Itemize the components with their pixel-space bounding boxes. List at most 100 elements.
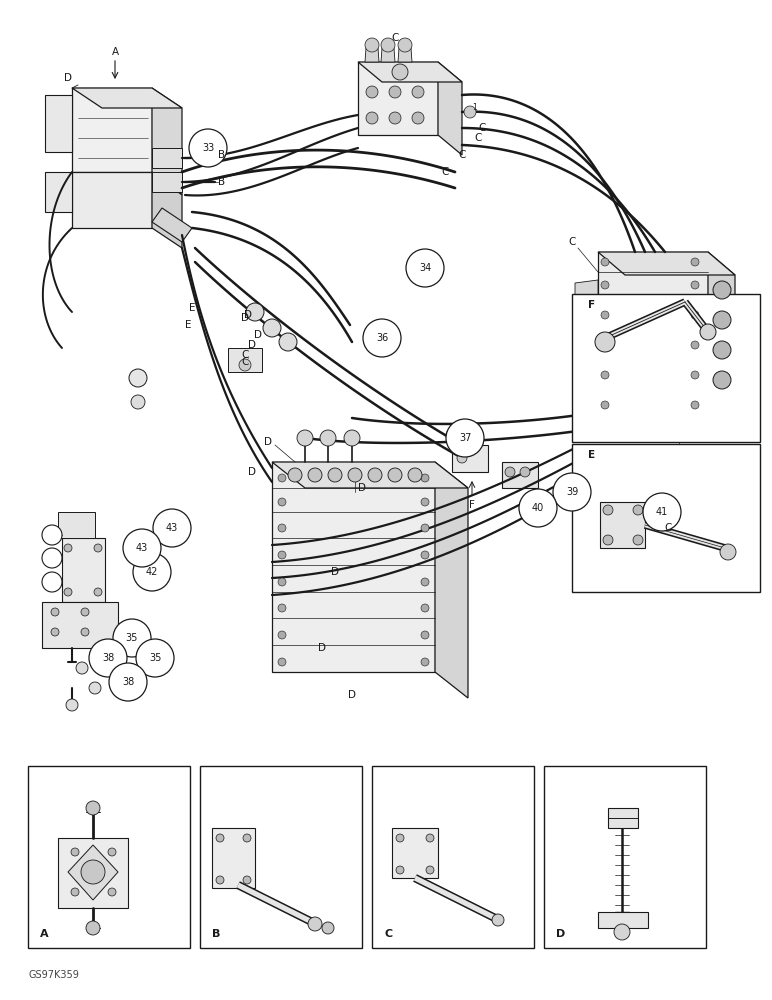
Text: 38: 38: [102, 653, 114, 663]
Polygon shape: [435, 462, 468, 698]
Circle shape: [713, 341, 731, 359]
Circle shape: [108, 848, 116, 856]
Circle shape: [691, 311, 699, 319]
Bar: [544, 766, 706, 948]
Circle shape: [308, 468, 322, 482]
Circle shape: [412, 112, 424, 124]
Circle shape: [603, 535, 613, 545]
Circle shape: [388, 468, 402, 482]
Text: 33: 33: [201, 143, 214, 153]
Circle shape: [601, 401, 609, 409]
Polygon shape: [381, 48, 395, 62]
Circle shape: [89, 639, 127, 677]
Circle shape: [71, 888, 79, 896]
Text: E: E: [185, 320, 191, 330]
Text: 40: 40: [532, 503, 544, 513]
Text: C: C: [384, 929, 392, 939]
Polygon shape: [608, 808, 638, 828]
Polygon shape: [62, 538, 105, 602]
Circle shape: [308, 917, 322, 931]
Circle shape: [216, 834, 224, 842]
Circle shape: [42, 525, 62, 545]
Text: C: C: [242, 350, 249, 360]
Circle shape: [396, 834, 404, 842]
Bar: [572, 294, 760, 442]
Text: 34: 34: [419, 263, 431, 273]
Circle shape: [381, 38, 395, 52]
Circle shape: [278, 524, 286, 532]
Circle shape: [691, 371, 699, 379]
Text: F: F: [469, 500, 475, 510]
Circle shape: [216, 876, 224, 884]
Circle shape: [278, 631, 286, 639]
Circle shape: [601, 258, 609, 266]
Text: 36: 36: [376, 333, 388, 343]
Circle shape: [94, 588, 102, 596]
Circle shape: [406, 249, 444, 287]
Bar: [372, 766, 534, 948]
Circle shape: [720, 544, 736, 560]
Text: B: B: [212, 929, 220, 939]
Circle shape: [108, 888, 116, 896]
Circle shape: [389, 112, 401, 124]
Polygon shape: [502, 462, 538, 488]
Polygon shape: [58, 838, 128, 908]
Polygon shape: [575, 370, 598, 395]
Text: GS97K359: GS97K359: [28, 970, 79, 980]
Circle shape: [365, 38, 379, 52]
Text: C: C: [665, 523, 672, 533]
Circle shape: [71, 848, 79, 856]
Circle shape: [595, 332, 615, 352]
Text: C: C: [459, 150, 466, 160]
Text: C: C: [479, 123, 486, 133]
Polygon shape: [365, 48, 379, 62]
Circle shape: [113, 619, 151, 657]
Text: C: C: [242, 357, 249, 367]
Polygon shape: [72, 88, 152, 172]
Text: 42: 42: [146, 567, 158, 577]
Polygon shape: [152, 208, 192, 242]
Circle shape: [278, 551, 286, 559]
Circle shape: [643, 493, 681, 531]
Circle shape: [86, 921, 100, 935]
Circle shape: [553, 473, 591, 511]
Circle shape: [123, 529, 161, 567]
Circle shape: [76, 662, 88, 674]
Polygon shape: [45, 172, 72, 212]
Polygon shape: [152, 88, 182, 195]
Text: D: D: [264, 437, 272, 447]
Polygon shape: [152, 148, 182, 168]
Circle shape: [601, 311, 609, 319]
Circle shape: [691, 341, 699, 349]
Bar: [28, 766, 190, 948]
Circle shape: [421, 524, 429, 532]
Circle shape: [51, 628, 59, 636]
Polygon shape: [452, 445, 488, 472]
Circle shape: [421, 658, 429, 666]
Text: E: E: [588, 450, 595, 460]
Polygon shape: [152, 172, 182, 192]
Circle shape: [601, 281, 609, 289]
Polygon shape: [598, 912, 648, 928]
Polygon shape: [272, 462, 435, 672]
Circle shape: [109, 663, 147, 701]
Text: D: D: [64, 73, 72, 83]
Circle shape: [328, 468, 342, 482]
Text: C: C: [391, 33, 398, 43]
Circle shape: [86, 801, 100, 815]
Text: 38: 38: [122, 677, 134, 687]
Polygon shape: [575, 310, 598, 335]
Text: D: D: [348, 690, 356, 700]
Circle shape: [133, 553, 171, 591]
Text: B: B: [218, 150, 225, 160]
Circle shape: [601, 371, 609, 379]
Circle shape: [243, 834, 251, 842]
Text: 41: 41: [656, 507, 668, 517]
Circle shape: [81, 608, 89, 616]
Circle shape: [520, 467, 530, 477]
Circle shape: [64, 588, 72, 596]
Text: E: E: [188, 303, 195, 313]
Text: 1: 1: [472, 104, 477, 112]
Circle shape: [263, 319, 281, 337]
Circle shape: [94, 544, 102, 552]
